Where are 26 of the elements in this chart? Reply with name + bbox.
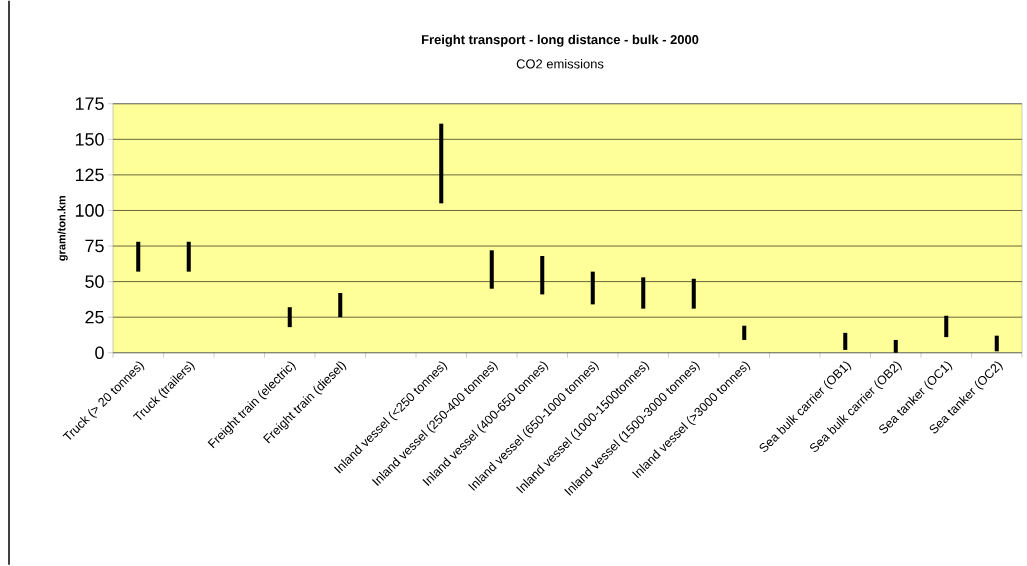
y-tick-label: 175 xyxy=(75,97,104,111)
bar xyxy=(641,277,646,309)
bar xyxy=(893,340,898,353)
bar xyxy=(489,250,494,289)
y-axis-title: gram/ton.km xyxy=(57,196,68,261)
bar xyxy=(994,335,999,352)
y-tick-label: 0 xyxy=(95,346,104,360)
y-tick-label: 150 xyxy=(75,133,104,146)
bar xyxy=(287,307,292,328)
bar xyxy=(439,123,444,204)
bar xyxy=(944,316,949,338)
bar xyxy=(843,333,848,351)
y-tick-label: 25 xyxy=(85,311,104,324)
y-tick-label: 125 xyxy=(75,168,104,182)
bar xyxy=(338,293,343,318)
bar xyxy=(691,279,696,309)
bar xyxy=(136,242,141,272)
bar xyxy=(540,256,545,295)
bar xyxy=(742,325,747,341)
chart-title: Freight transport - long distance - bulk - 2000 xyxy=(421,34,699,48)
y-tick-label: 100 xyxy=(75,204,104,218)
bar xyxy=(186,242,191,272)
y-tick-label: 75 xyxy=(85,240,104,253)
chart-subtitle: CO2 emissions xyxy=(516,59,604,69)
bar xyxy=(590,271,595,305)
y-tick-label: 50 xyxy=(85,275,104,289)
